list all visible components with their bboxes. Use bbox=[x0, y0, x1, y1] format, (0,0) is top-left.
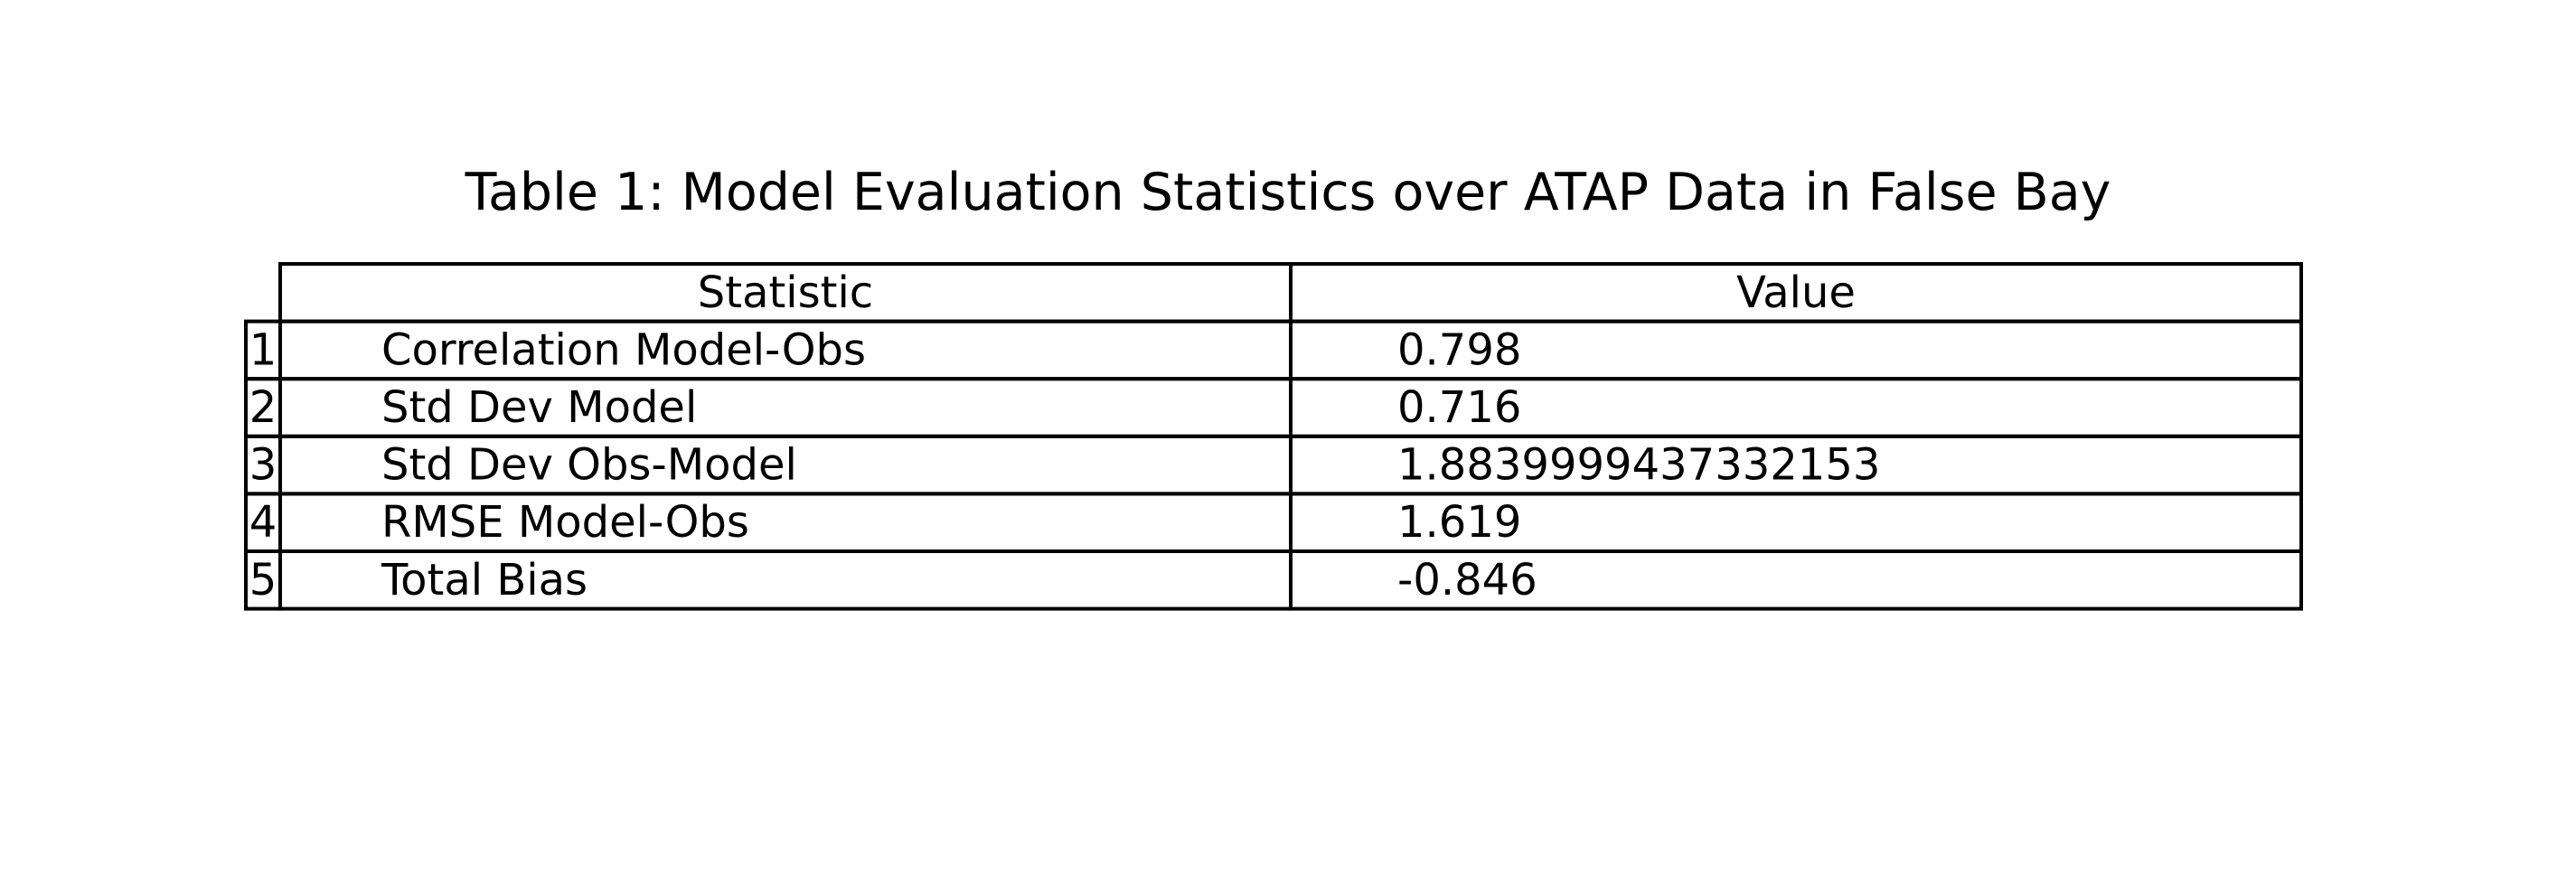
statistic-label: Std Dev Obs-Model bbox=[381, 440, 797, 491]
row-index-label: 5 bbox=[249, 555, 277, 605]
row-index-label: 4 bbox=[249, 497, 277, 548]
value-cell bbox=[1289, 549, 2303, 611]
row-index-label: 3 bbox=[249, 440, 277, 491]
value-label: 1.619 bbox=[1397, 497, 1521, 548]
row-index-label: 2 bbox=[249, 382, 277, 433]
column-header-statistic: Statistic bbox=[698, 268, 873, 318]
value-label: 0.798 bbox=[1397, 324, 1521, 375]
statistic-label: Total Bias bbox=[381, 555, 588, 605]
value-label: 1.8839999437332153 bbox=[1397, 440, 1880, 491]
value-label: -0.846 bbox=[1397, 555, 1537, 605]
column-header-value: Value bbox=[1736, 268, 1856, 318]
table-title: Table 1: Model Evaluation Statistics ove… bbox=[465, 163, 2111, 222]
statistic-label: Std Dev Model bbox=[381, 382, 697, 433]
row-index-label: 1 bbox=[249, 324, 277, 375]
statistic-label: Correlation Model-Obs bbox=[381, 324, 866, 375]
statistic-label: RMSE Model-Obs bbox=[381, 497, 749, 548]
value-label: 0.716 bbox=[1397, 382, 1521, 433]
